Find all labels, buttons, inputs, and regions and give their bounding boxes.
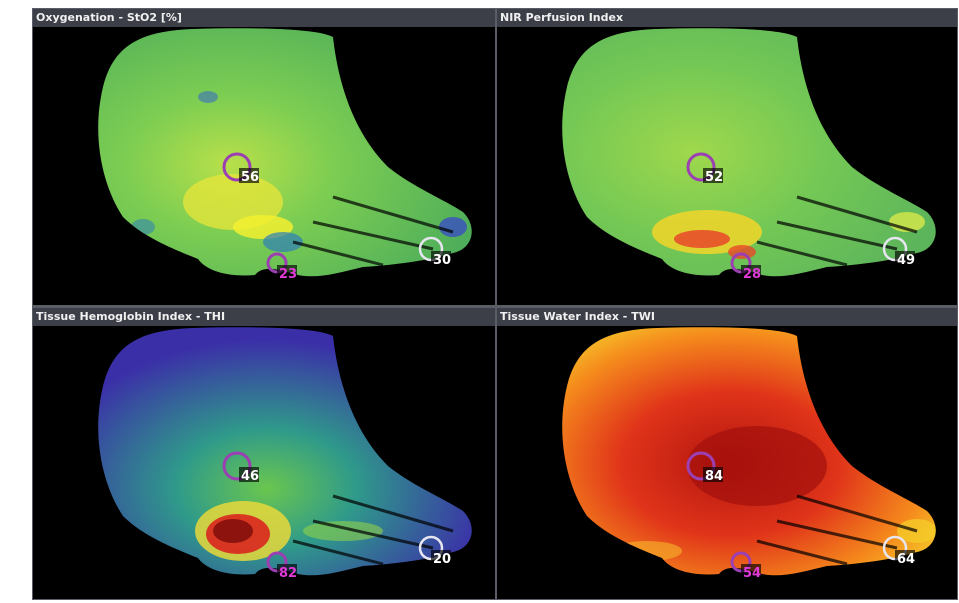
roi-marker[interactable]: 20	[418, 535, 451, 567]
roi-value: 49	[897, 253, 915, 268]
roi-value: 20	[433, 552, 451, 567]
panel-title: NIR Perfusion Index	[497, 9, 957, 27]
roi-value: 64	[897, 552, 915, 567]
foot-shape	[562, 28, 936, 277]
roi-value: 56	[241, 170, 259, 185]
panel-title: Oxygenation - StO2 [%]	[33, 9, 495, 27]
perfusion-map	[562, 28, 936, 277]
roi-value: 46	[241, 469, 259, 484]
panel-title: Tissue Hemoglobin Index - THI	[33, 308, 495, 326]
roi-value: 30	[433, 253, 451, 268]
roi-value: 54	[743, 566, 761, 581]
roi-value: 28	[743, 267, 761, 282]
panel-water: Tissue Water Index - TWI	[497, 308, 957, 599]
roi-value: 52	[705, 170, 723, 185]
roi-marker[interactable]: 46	[222, 451, 259, 484]
panel-perfusion: NIR Perfusion Index	[497, 9, 957, 305]
roi-marker[interactable]: 52	[686, 152, 723, 185]
roi-marker[interactable]: 64	[882, 535, 915, 567]
roi-value: 82	[279, 566, 297, 581]
roi-overlay: 46 82 20	[222, 451, 451, 581]
foot-shape	[562, 327, 936, 576]
oxygenation-map	[98, 28, 472, 277]
panel-hemoglobin: Tissue Hemoglobin Index - THI	[33, 308, 495, 599]
roi-value: 84	[705, 469, 723, 484]
roi-ring-icon	[222, 451, 252, 481]
roi-marker[interactable]: 23	[266, 252, 297, 282]
roi-marker[interactable]: 84	[686, 451, 723, 484]
water-map	[562, 327, 936, 576]
roi-overlay: 84 54 64	[686, 451, 915, 581]
roi-overlay: 52 28 49	[686, 152, 915, 282]
roi-ring-icon	[686, 451, 716, 481]
roi-marker[interactable]: 56	[222, 152, 259, 185]
hemoglobin-map	[98, 327, 472, 576]
roi-overlay: 56 23 30	[222, 152, 451, 282]
roi-ring-icon	[222, 152, 252, 182]
roi-marker[interactable]: 28	[730, 252, 761, 282]
roi-marker[interactable]: 30	[418, 236, 451, 268]
roi-marker[interactable]: 49	[882, 236, 915, 268]
roi-value: 23	[279, 267, 297, 282]
roi-marker[interactable]: 54	[730, 551, 761, 581]
image-grid: Oxygenation - StO2 [%]	[32, 8, 958, 600]
foot-shape	[98, 28, 472, 277]
panel-title: Tissue Water Index - TWI	[497, 308, 957, 326]
foot-shape	[98, 327, 472, 576]
panel-oxygenation: Oxygenation - StO2 [%]	[33, 9, 495, 305]
roi-ring-icon	[686, 152, 716, 182]
roi-marker[interactable]: 82	[266, 551, 297, 581]
